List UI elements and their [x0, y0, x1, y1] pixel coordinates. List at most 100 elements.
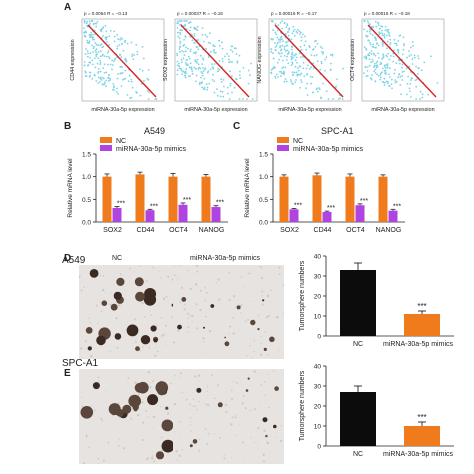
scatter-point	[86, 50, 89, 52]
scatter-point	[272, 38, 274, 40]
scatter-point	[402, 48, 405, 51]
scatter-point	[398, 35, 401, 37]
scatter-plot: p = 0.00016 R = −0.17 NANOG expression miR…	[257, 11, 352, 113]
scatter-point	[111, 59, 113, 62]
scatter-point	[391, 87, 393, 90]
scatter-point	[251, 98, 254, 100]
scatter-point	[373, 62, 376, 65]
scatter-point	[381, 41, 384, 43]
scatter-point	[241, 98, 244, 100]
scatter-point	[299, 45, 302, 48]
y-axis-label: Relative mRNA level	[244, 158, 251, 218]
tumorsphere	[135, 346, 140, 352]
photo-speck	[261, 295, 263, 297]
scatter-point	[298, 30, 301, 33]
scatter-point	[233, 47, 236, 49]
significance-marker: ***	[117, 201, 125, 208]
bar	[201, 176, 211, 222]
scatter-point	[300, 36, 303, 39]
scatter-point	[178, 62, 180, 65]
photo-speck	[253, 350, 255, 353]
scatter-point	[381, 57, 384, 60]
photo-speck	[253, 421, 255, 423]
photo-speck	[276, 437, 278, 438]
scatter-point	[132, 58, 135, 60]
tumorsphere	[155, 451, 165, 460]
photo-speck	[163, 333, 166, 336]
photo-speck	[87, 286, 89, 288]
scatter-point	[365, 34, 367, 37]
scatter-point	[389, 43, 391, 46]
scatter-point	[417, 57, 420, 60]
photo-speck	[190, 421, 192, 423]
scatter-point	[189, 57, 191, 60]
photo-speck	[265, 316, 268, 319]
scatter-point	[381, 34, 384, 37]
photo-speck	[270, 289, 272, 292]
photo-speck	[253, 340, 256, 342]
scatter-point	[193, 35, 196, 37]
scatter-point	[389, 67, 391, 70]
scatter-stat-label: p = 0.0054 R = −0.13	[84, 11, 128, 16]
scatter-point	[205, 47, 208, 50]
photo-speck	[137, 413, 140, 417]
scatter-point	[399, 84, 402, 86]
photo-speck	[266, 440, 268, 442]
x-tick-label: NANOG	[199, 227, 225, 234]
scatter-point	[197, 48, 200, 51]
scatter-point	[203, 40, 205, 43]
scatter-point	[278, 53, 281, 55]
scatter-point	[222, 79, 225, 81]
scatter-x-label: miRNA-30a-5p expression	[91, 107, 154, 113]
tumorsphere	[217, 402, 223, 408]
scatter-point	[384, 81, 386, 84]
scatter-frame	[268, 18, 352, 102]
scatter-point	[270, 48, 273, 51]
scatter-point	[284, 66, 287, 69]
bar	[112, 207, 122, 222]
scatter-point	[271, 20, 274, 22]
scatter-point	[102, 67, 105, 69]
scatter-point	[219, 90, 222, 93]
scatter-point	[315, 54, 318, 56]
scatter-point	[339, 97, 342, 100]
photo-speck	[95, 304, 98, 307]
photo-speck	[109, 303, 112, 306]
photo-speck	[86, 437, 88, 439]
scatter-point	[199, 54, 202, 57]
bar	[168, 176, 178, 222]
scatter-point	[95, 51, 97, 54]
scatter-point	[325, 56, 328, 58]
photo-speck	[144, 316, 146, 318]
tumorsphere	[150, 325, 157, 332]
scatter-point	[375, 61, 378, 64]
photo-speck	[228, 298, 231, 301]
scatter-point	[238, 98, 241, 100]
scatter-point	[289, 79, 292, 81]
scatter-point	[276, 36, 279, 39]
scatter-point	[296, 32, 299, 34]
scatter-point	[181, 50, 184, 52]
scatter-point	[400, 93, 402, 96]
scatter-point	[383, 77, 386, 80]
scatter-point	[394, 79, 397, 81]
scatter-point	[281, 44, 284, 47]
scatter-point	[127, 80, 130, 83]
scatter-point	[377, 44, 380, 47]
photo-speck	[102, 459, 105, 462]
photo-speck	[217, 384, 220, 387]
photo-speck	[253, 338, 254, 340]
photo-speck	[189, 424, 191, 426]
scatter-point	[191, 70, 194, 72]
scatter-point	[308, 68, 311, 70]
scatter-point	[238, 54, 241, 57]
scatter-point	[106, 51, 109, 54]
scatter-point	[91, 59, 94, 62]
significance-marker: ***	[417, 302, 426, 311]
photo-speck	[109, 350, 111, 352]
scatter-point	[179, 23, 181, 26]
scatter-point	[270, 68, 273, 71]
scatter-point	[94, 42, 97, 44]
scatter-point	[86, 20, 88, 23]
photo-speck	[91, 344, 92, 346]
